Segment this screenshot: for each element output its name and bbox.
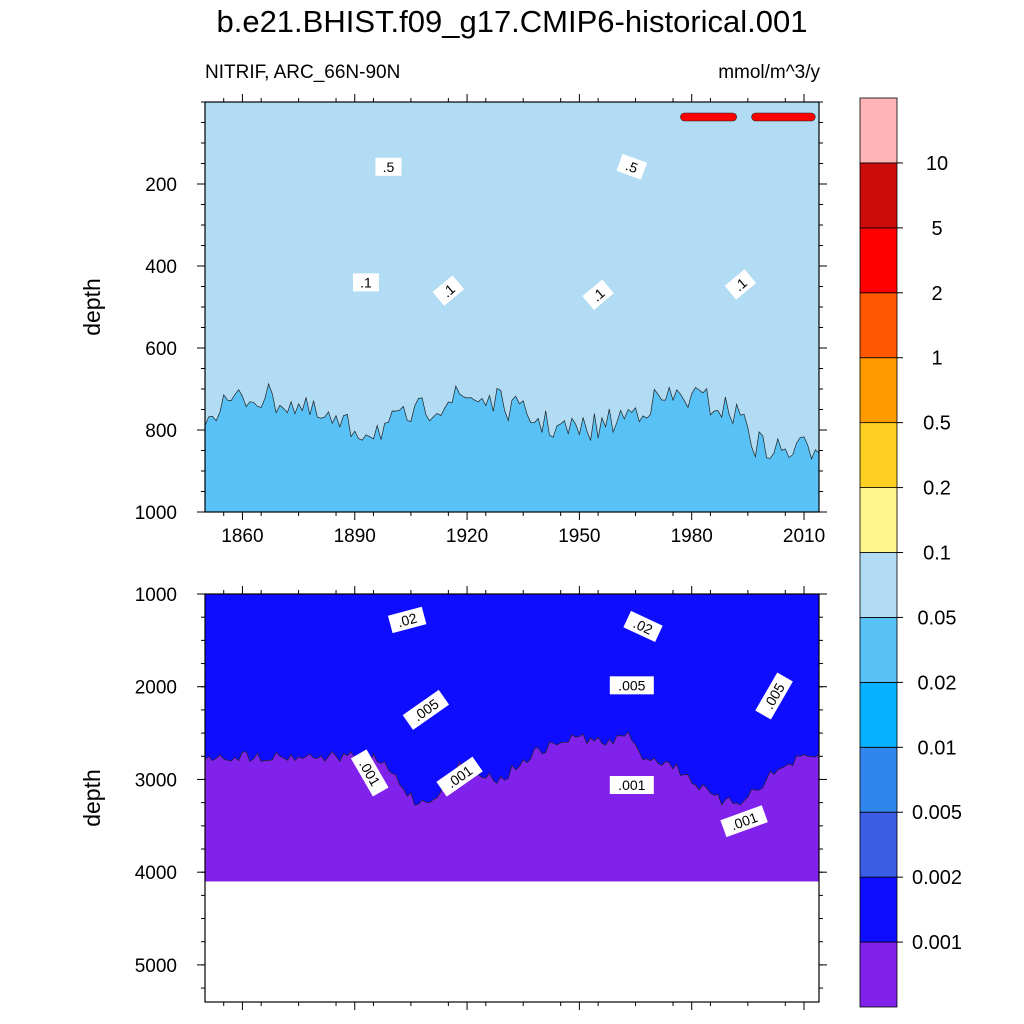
contour-label: .02: [387, 606, 427, 634]
y-tick-label: 400: [145, 257, 177, 278]
colorbar-label: 0.1: [923, 543, 951, 565]
colorbar-swatch: [859, 292, 898, 359]
y-tick-label: 1000: [135, 585, 177, 606]
contour-label-box: [609, 676, 654, 695]
units-label: mmol/m^3/y: [718, 62, 820, 83]
contour-line-0.02: [204, 382, 820, 460]
y-tick-label: 1000: [135, 503, 177, 524]
contour-label-box: [387, 606, 427, 634]
y-tick-label: 3000: [135, 770, 177, 791]
contour-label-text: .005: [618, 677, 645, 693]
contour-label: .1: [352, 273, 379, 292]
contour-label: .5: [616, 153, 648, 180]
y-axis-label: depth: [79, 769, 105, 827]
y-tick-label: 200: [145, 175, 177, 196]
y-tick-label: 5000: [135, 956, 177, 977]
colorbar-label: 0.002: [912, 867, 962, 889]
upper-contour-panel: 1860 1890 1920 1950 1980 2010 200 400 600 800 1000…: [79, 94, 827, 547]
colorbar-swatch: [859, 746, 898, 813]
colorbar-label: 0.005: [912, 802, 962, 824]
contour-label-box: [432, 275, 465, 306]
contour-label-box: [755, 672, 793, 720]
colorbar-swatch: [859, 941, 898, 1008]
variable-region-label: NITRIF, ARC_66N-90N: [205, 62, 401, 83]
x-tick-label: 1860: [221, 526, 263, 547]
contour-label-box: [609, 776, 654, 795]
contour-label-box: [623, 610, 663, 643]
colorbar-swatch: [859, 227, 898, 294]
lower-contour-panel: 10002000300040005000depth.02.02.005.005.…: [79, 585, 827, 1010]
contour-label-box: [724, 269, 757, 300]
colorbar-swatch: [859, 422, 898, 488]
colorbar-swatch: [859, 97, 898, 164]
contour-label: .5: [375, 157, 402, 176]
colorbar-swatch: [859, 357, 898, 424]
y-tick-label: 4000: [135, 863, 177, 884]
contour-label: .1: [432, 275, 465, 306]
contour-label-box: [375, 157, 402, 176]
y-tick-label: 800: [145, 421, 177, 442]
contour-label-box: [616, 153, 648, 180]
colorbar-label: 0.02: [918, 672, 957, 694]
figure-title: b.e21.BHIST.f09_g17.CMIP6-historical.001: [216, 4, 808, 39]
colorbar-swatch: [859, 811, 898, 878]
colorbar-swatch: [859, 681, 898, 748]
y-tick-label: 2000: [135, 678, 177, 699]
contour-label: .1: [582, 279, 614, 310]
colorbar-label: 1: [931, 348, 942, 370]
contour-label: .02: [623, 610, 663, 643]
contour-label-text: .1: [360, 274, 372, 290]
colorbar: 0.001 0.002 0.005 0.01 0.02 0.05 0.1 0.2 0.5 1 2 5 1…: [859, 97, 962, 1008]
colorbar-label: 0.01: [918, 737, 957, 759]
contour-label-box: [720, 805, 768, 838]
contour-label-box: [402, 689, 450, 730]
contour-label-box: [436, 756, 483, 797]
contour-fill-2: [751, 112, 816, 122]
y-axis-label: depth: [79, 278, 105, 336]
colorbar-label: 5: [931, 218, 942, 240]
contour-fill-2: [680, 112, 737, 122]
contour-label-box: [350, 749, 389, 797]
contour-label: .1: [724, 269, 757, 300]
contour-line-0.001: [204, 731, 820, 806]
colorbar-label: 0.2: [923, 478, 951, 500]
contour-fill-0.02: [205, 102, 819, 459]
contour-label: .005: [609, 676, 654, 695]
colorbar-label: 0.001: [912, 932, 962, 954]
contour-label-text: .001: [618, 777, 645, 793]
x-tick-label: 1890: [334, 526, 376, 547]
x-tick-label: 2010: [783, 526, 825, 547]
x-tick-label: 1920: [446, 526, 488, 547]
x-tick-label: 1980: [671, 526, 713, 547]
contour-label-text: .02: [631, 615, 656, 638]
contour-label-text: .5: [624, 157, 641, 176]
colorbar-label: 0.5: [923, 413, 951, 435]
colorbar-label: 10: [926, 153, 948, 175]
y-tick-label: 600: [145, 339, 177, 360]
contour-label-text: .02: [396, 610, 419, 631]
colorbar-swatch: [859, 617, 898, 683]
contour-fill-0.001: [205, 594, 819, 806]
colorbar-swatch: [859, 162, 898, 229]
contour-label: .001: [609, 776, 654, 795]
x-tick-label: 1950: [558, 526, 600, 547]
colorbar-label: 2: [931, 283, 942, 305]
contour-label-box: [582, 279, 614, 310]
colorbar-label: 0.05: [918, 607, 957, 629]
colorbar-swatch: [859, 876, 898, 943]
panel-frame: [204, 593, 820, 1003]
contour-label-text: .5: [383, 159, 395, 175]
contour-label-box: [352, 273, 379, 292]
colorbar-swatch: [859, 552, 898, 618]
colorbar-swatch: [859, 487, 898, 553]
